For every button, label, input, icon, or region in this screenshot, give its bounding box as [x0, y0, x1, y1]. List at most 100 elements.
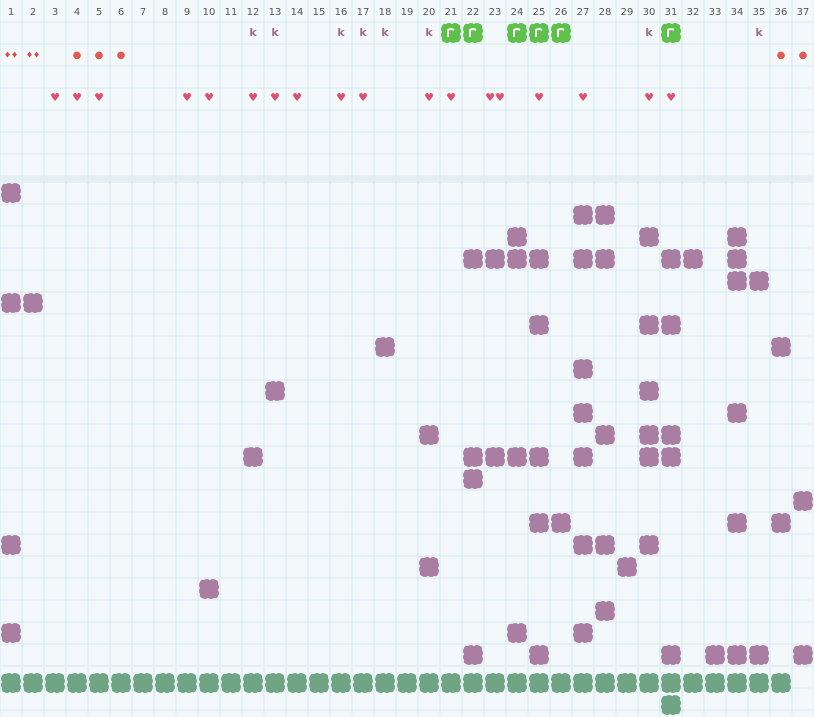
column-number: 25	[533, 7, 546, 18]
column-number: 18	[379, 7, 392, 18]
column-number: 32	[687, 7, 700, 18]
column-number: 3	[52, 7, 58, 18]
purple-piece	[661, 645, 681, 665]
green-piece	[507, 23, 527, 43]
teal-piece	[661, 673, 681, 693]
column-number: 12	[247, 7, 260, 18]
purple-piece	[551, 513, 571, 533]
teal-piece	[485, 673, 505, 693]
purple-piece	[573, 623, 593, 643]
green-piece	[529, 23, 549, 43]
purple-piece	[419, 425, 439, 445]
heart: ♥	[204, 91, 214, 104]
purple-piece	[1, 535, 21, 555]
column-number: 10	[203, 7, 216, 18]
teal-piece	[375, 673, 395, 693]
teal-piece	[221, 673, 241, 693]
purple-piece	[23, 293, 43, 313]
teal-piece	[111, 673, 131, 693]
teal-piece	[749, 673, 769, 693]
purple-piece	[463, 645, 483, 665]
letter: k	[337, 26, 345, 39]
teal-piece	[661, 695, 681, 715]
teal-piece	[353, 673, 373, 693]
column-number: 2	[30, 7, 36, 18]
section-divider	[0, 177, 814, 181]
letter: k	[425, 26, 433, 39]
purple-piece	[573, 249, 593, 269]
teal-piece	[199, 673, 219, 693]
purple-piece	[661, 447, 681, 467]
letter: k	[249, 26, 257, 39]
column-number: 29	[621, 7, 634, 18]
column-number: 37	[797, 7, 810, 18]
teal-piece	[23, 673, 43, 693]
purple-piece	[639, 381, 659, 401]
column-number: 19	[401, 7, 414, 18]
column-number: 14	[291, 7, 304, 18]
purple-piece	[595, 535, 615, 555]
purple-piece	[573, 359, 593, 379]
purple-piece	[749, 645, 769, 665]
column-number: 22	[467, 7, 480, 18]
column-number: 36	[775, 7, 788, 18]
heart: ♥	[644, 91, 654, 104]
purple-piece	[507, 623, 527, 643]
heart: ♥	[72, 91, 82, 104]
pieces: 1 2 3 4 5 6 7 8 9 10 11 12 13 14 15 16 17 18 19 20 21 22 23 24 2…	[1, 7, 813, 715]
green-piece	[441, 23, 461, 43]
purple-piece	[529, 249, 549, 269]
teal-piece	[155, 673, 175, 693]
purple-piece	[683, 249, 703, 269]
purple-piece	[573, 535, 593, 555]
teal-piece	[705, 673, 725, 693]
heart: ♥	[292, 91, 302, 104]
column-number: 4	[74, 7, 80, 18]
teal-piece	[617, 673, 637, 693]
purple-piece	[463, 469, 483, 489]
column-number: 16	[335, 7, 348, 18]
heart: ♥	[534, 91, 544, 104]
column-number: 26	[555, 7, 568, 18]
letter: k	[381, 26, 389, 39]
piece-mark	[447, 28, 455, 37]
teal-piece	[419, 673, 439, 693]
symbol: ♦♦	[4, 51, 18, 60]
teal-piece	[397, 673, 417, 693]
heart: ♥	[446, 91, 456, 104]
purple-piece	[1, 183, 21, 203]
column-number: 31	[665, 7, 678, 18]
purple-piece	[727, 227, 747, 247]
purple-piece	[727, 403, 747, 423]
teal-piece	[45, 673, 65, 693]
piece-mark	[535, 28, 543, 37]
heart: ♥	[94, 91, 104, 104]
column-number: 7	[140, 7, 146, 18]
column-number: 33	[709, 7, 722, 18]
heart: ♥	[336, 91, 346, 104]
column-number: 23	[489, 7, 502, 18]
teal-piece	[309, 673, 329, 693]
heart: ♥	[248, 91, 258, 104]
teal-piece	[133, 673, 153, 693]
symbol: ●	[777, 50, 786, 61]
column-number: 1	[8, 7, 14, 18]
teal-piece	[331, 673, 351, 693]
purple-piece	[573, 205, 593, 225]
heart: ♥	[50, 91, 60, 104]
column-number: 17	[357, 7, 370, 18]
heart: ♥	[424, 91, 434, 104]
purple-piece	[639, 425, 659, 445]
purple-piece	[771, 337, 791, 357]
teal-piece	[727, 673, 747, 693]
teal-piece	[529, 673, 549, 693]
purple-piece	[595, 205, 615, 225]
green-piece	[661, 23, 681, 43]
purple-piece	[529, 315, 549, 335]
column-number: 35	[753, 7, 766, 18]
purple-piece	[727, 645, 747, 665]
purple-piece	[639, 227, 659, 247]
purple-piece	[705, 645, 725, 665]
teal-piece	[507, 673, 527, 693]
heart: ♥	[182, 91, 192, 104]
